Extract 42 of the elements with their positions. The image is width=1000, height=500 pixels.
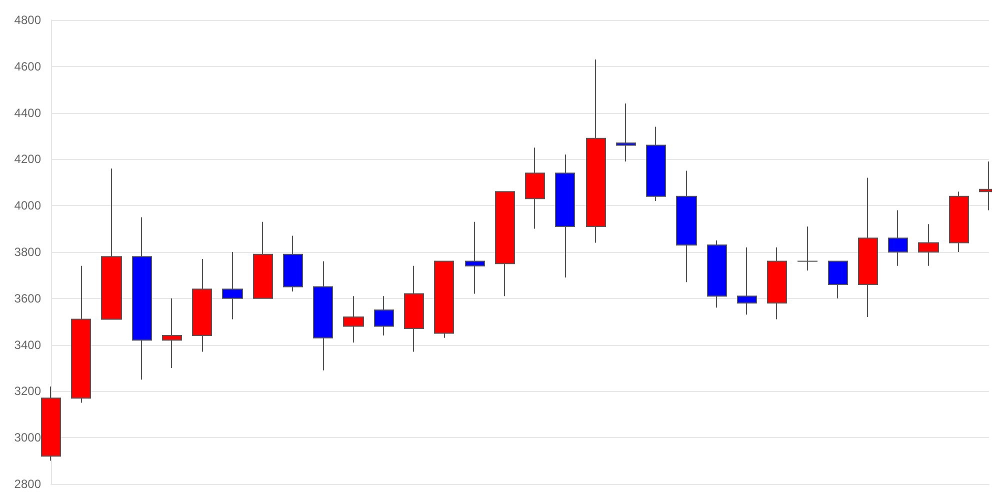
y-tick-label: 3400 [14,338,42,352]
candlestick [71,265,91,404]
candlestick [949,191,969,252]
candlestick [767,246,787,320]
candlestick [525,147,545,230]
candlestick [918,224,939,266]
candlestick [616,103,636,162]
y-tick-label: 2800 [14,477,42,491]
candlestick [495,191,515,297]
candlestick [555,154,575,278]
candlestick [434,260,454,338]
y-tick-label: 3000 [14,430,42,445]
y-tick-label: 4800 [14,13,42,27]
y-tick-label: 4600 [14,59,42,74]
candlestick [404,265,424,352]
y-tick-label: 4400 [14,106,42,120]
candlestick [253,221,273,299]
candlestick [797,226,818,272]
y-tick-label: 4200 [14,152,42,166]
candlestick [374,296,394,336]
candlestick [222,252,243,320]
candlestick [888,210,908,266]
candlestick [586,58,606,244]
y-tick-label: 3200 [14,384,42,398]
candlestick [101,168,122,320]
y-tick-label: 3800 [14,245,42,259]
y-tick-label: 4000 [14,198,42,213]
candlestick [858,177,878,318]
candlestick [737,246,757,316]
candlestick [192,258,212,352]
candlestick [465,221,485,294]
candlestick [676,170,697,283]
candlestick [646,126,666,202]
candlestick [132,216,152,380]
candlestick [828,260,848,299]
candlestick [283,235,303,292]
candlestick [41,386,61,462]
candlestick [707,240,727,308]
candlestick [162,298,182,368]
candlestick [343,296,364,343]
y-tick-label: 3600 [14,291,42,306]
candlestick [313,260,333,371]
